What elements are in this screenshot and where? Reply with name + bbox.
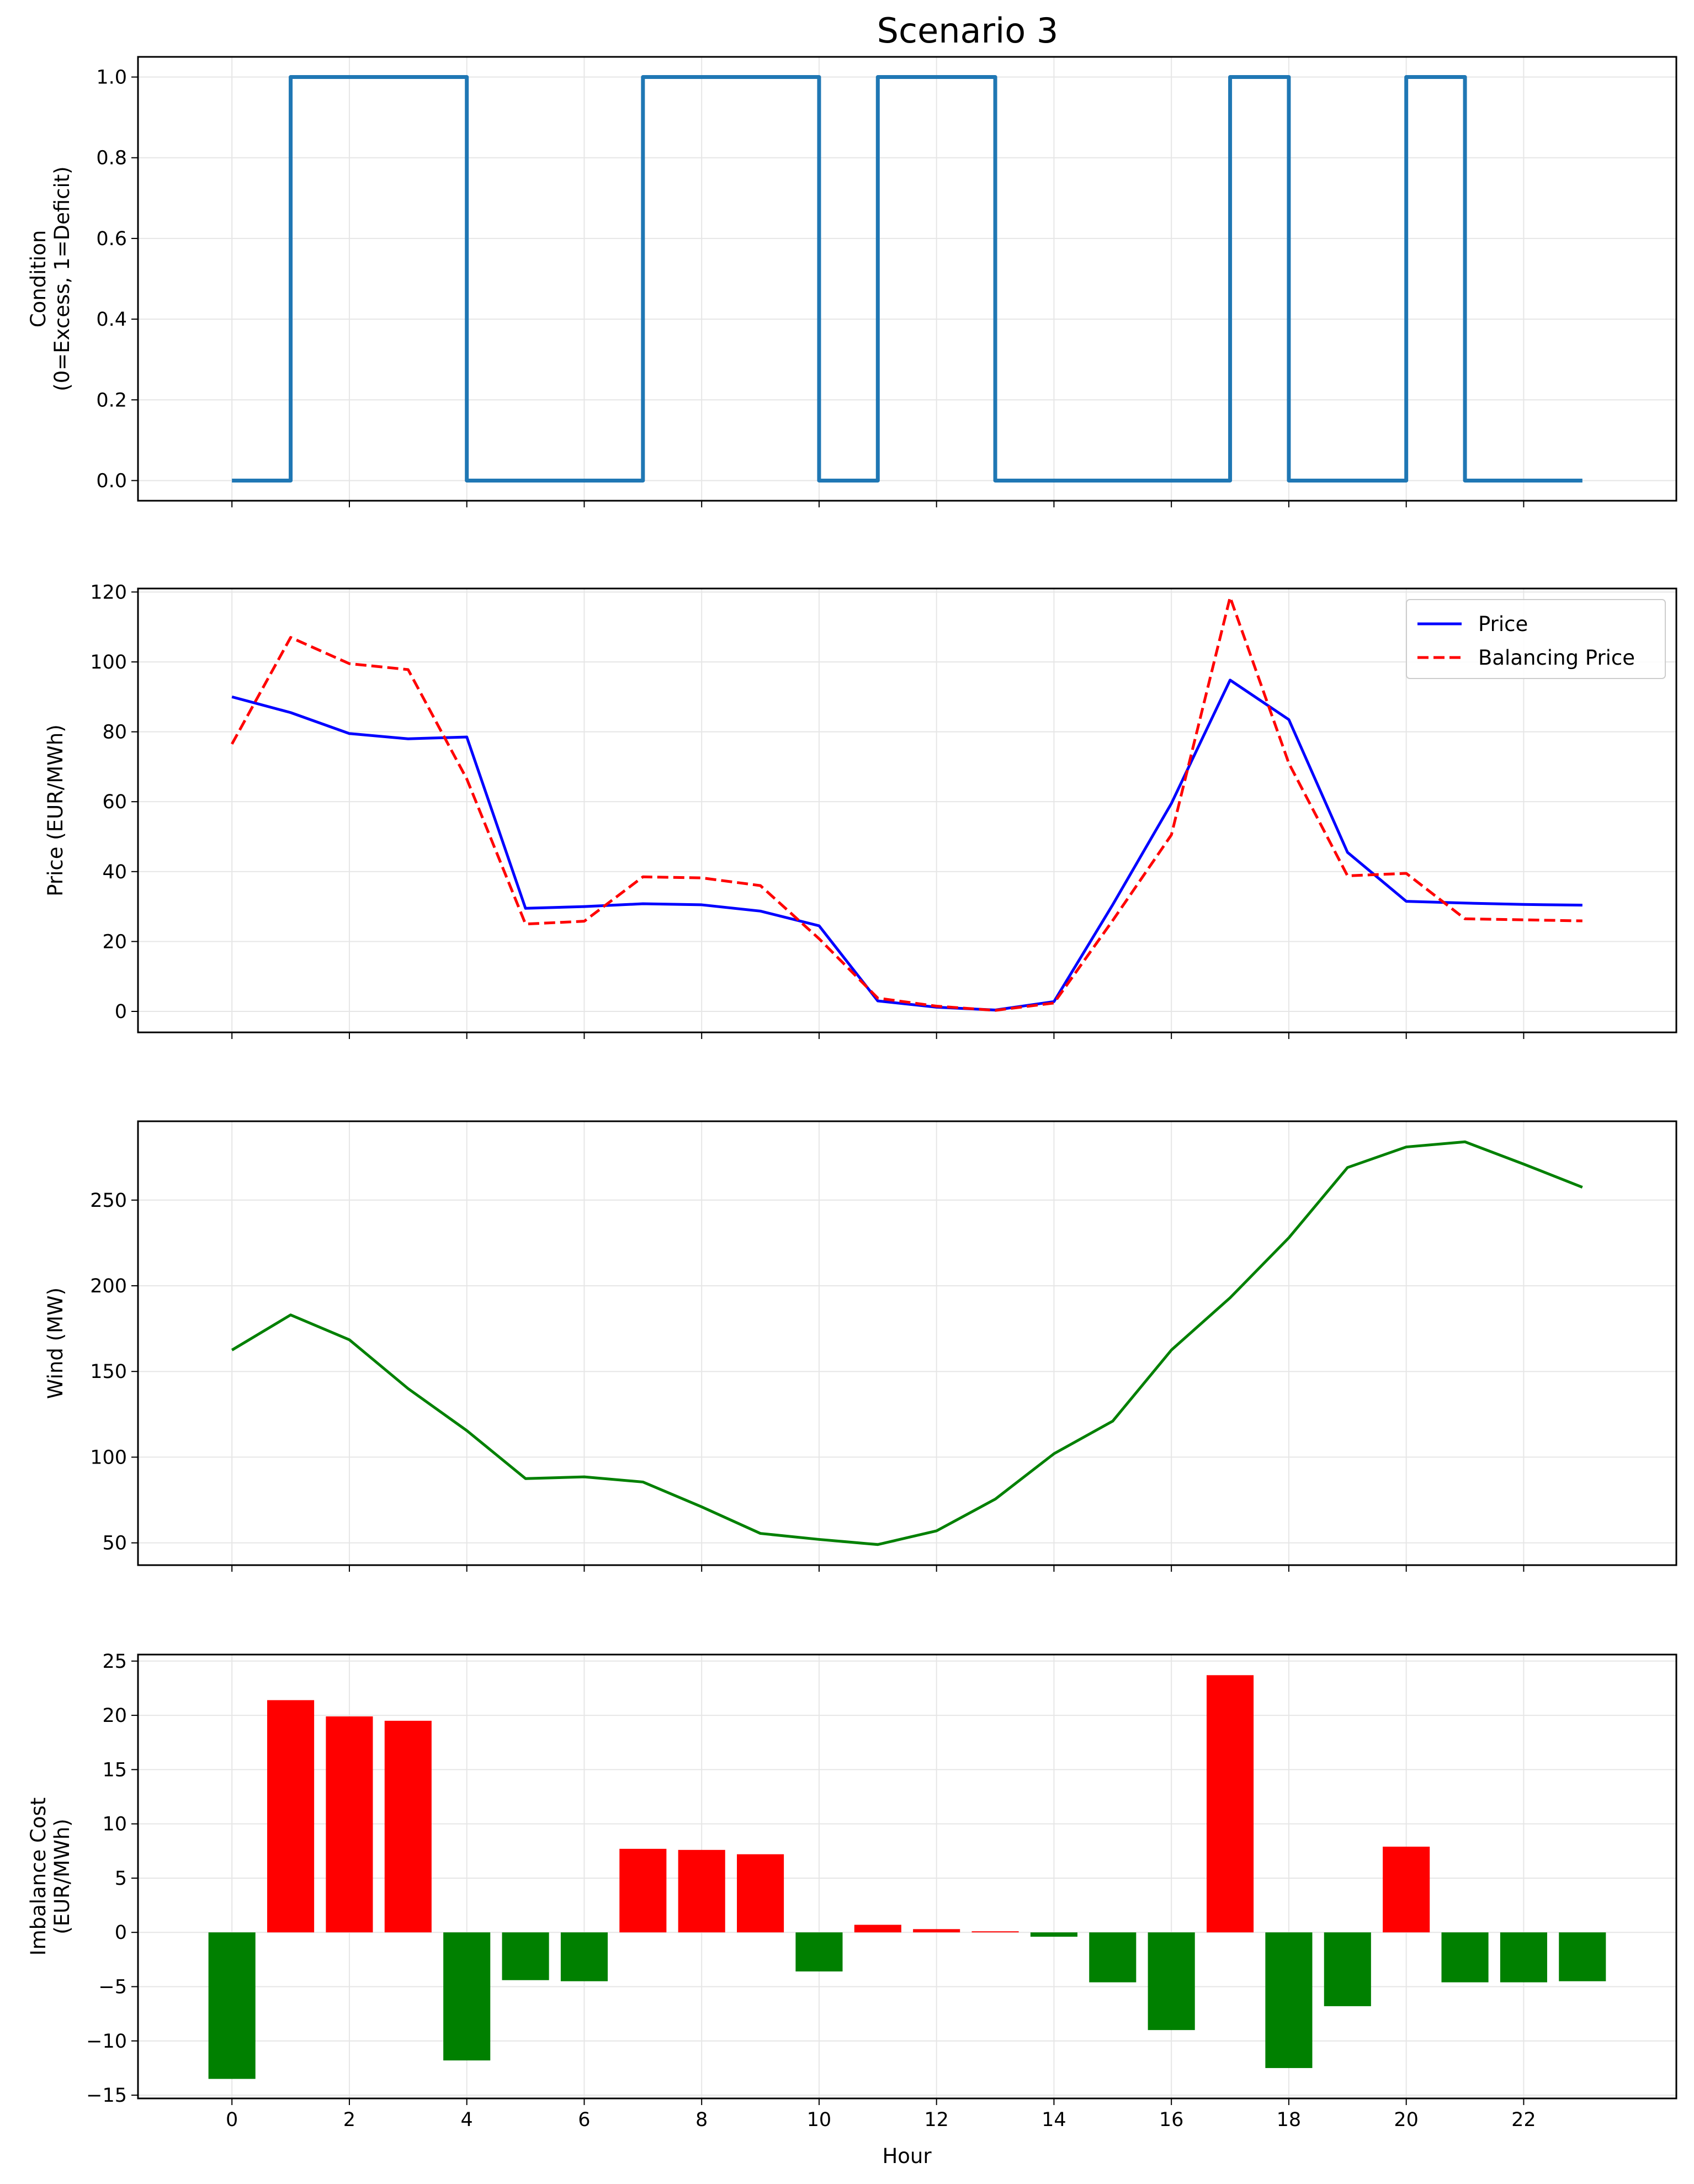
y-axis-label: Condition <box>26 230 50 328</box>
y-tick-label: 0.6 <box>96 228 127 250</box>
panels: 0.0 0.2 0.4 0.6 0.8 1.0 Condition (0=Excess, 1=… <box>26 56 1677 2131</box>
bar <box>326 1716 373 1933</box>
y-tick-label: 100 <box>90 1446 127 1469</box>
legend-label: Price <box>1478 612 1528 636</box>
x-tick-label: 20 <box>1394 2109 1419 2131</box>
x-tick-label: 18 <box>1277 2109 1302 2131</box>
y-tick-label: 200 <box>90 1275 127 1297</box>
axes-frame <box>137 56 1677 502</box>
bar <box>971 1931 1019 1933</box>
panel-1: 0.0 0.2 0.4 0.6 0.8 1.0 Condition (0=Excess, 1=… <box>26 56 1677 507</box>
bar <box>560 1932 608 1981</box>
legend-box <box>1406 599 1666 679</box>
y-tick-label: 0.8 <box>96 147 127 169</box>
axes-frame <box>137 1120 1677 1566</box>
y-tick-label: 10 <box>102 1814 127 1836</box>
bar <box>854 1925 901 1933</box>
series-line-1 <box>231 1140 1583 1546</box>
panel-2: 0 20 40 60 80 100 120 Price (EUR/MWh) Price Balan… <box>44 581 1677 1039</box>
y-axis-label: (EUR/MWh) <box>50 1819 74 1934</box>
bar <box>1500 1932 1547 1982</box>
y-axis-label: Imbalance Cost <box>26 1798 50 1956</box>
bar <box>1265 1932 1313 2068</box>
panel-4: −15 −10 −5 0 5 10 15 20 25 0 2 4 6 8 10 12 14 16 18 20 22 Imb… <box>26 1651 1677 2131</box>
bar <box>1030 1932 1077 1937</box>
y-tick-label: 50 <box>102 1533 127 1555</box>
series-line-1 <box>231 678 1583 1011</box>
y-tick-label: −5 <box>98 1976 127 1999</box>
x-axis-label: Hour <box>882 2144 932 2168</box>
bar <box>1559 1932 1606 1981</box>
bar <box>1148 1932 1195 2031</box>
bar <box>267 1700 315 1933</box>
bar <box>678 1849 725 1933</box>
x-tick-label: 2 <box>343 2109 355 2131</box>
axes-frame <box>137 1653 1677 2100</box>
x-tick-label: 4 <box>461 2109 473 2131</box>
y-tick-label: 25 <box>102 1651 127 1673</box>
x-tick-label: 16 <box>1159 2109 1184 2131</box>
y-tick-label: 120 <box>90 581 127 603</box>
bar <box>795 1932 843 1972</box>
bar <box>619 1848 667 1933</box>
figure-title: Scenario 3 <box>877 10 1059 51</box>
y-axis-label: Wind (MW) <box>44 1287 67 1399</box>
y-tick-label: 5 <box>115 1868 127 1890</box>
legend-label: Balancing Price <box>1478 646 1635 670</box>
x-tick-label: 8 <box>695 2109 708 2131</box>
y-tick-label: 0.0 <box>96 470 127 492</box>
y-axis-label: Price (EUR/MWh) <box>44 724 67 896</box>
bar <box>737 1854 784 1933</box>
bar <box>1383 1846 1430 1933</box>
y-tick-label: 0.2 <box>96 389 127 411</box>
bar <box>1089 1932 1137 1982</box>
bar <box>1207 1675 1254 1933</box>
bar <box>1441 1932 1489 1982</box>
x-tick-label: 10 <box>807 2109 832 2131</box>
series-line-2 <box>231 596 1583 1012</box>
y-tick-label: 80 <box>102 722 127 744</box>
y-tick-label: −15 <box>86 2085 127 2107</box>
y-tick-label: 0 <box>115 1001 127 1023</box>
y-axis-label: (0=Excess, 1=Deficit) <box>50 166 74 391</box>
y-tick-label: 0.4 <box>96 309 127 331</box>
bar <box>502 1932 549 1980</box>
y-tick-label: 20 <box>102 931 127 953</box>
bar <box>1324 1932 1371 2006</box>
bar <box>384 1720 432 1933</box>
legend: Price Balancing Price <box>1406 599 1666 679</box>
y-tick-label: 15 <box>102 1759 127 1781</box>
x-tick-label: 6 <box>578 2109 590 2131</box>
bar <box>913 1929 960 1933</box>
y-tick-label: −10 <box>86 2031 127 2053</box>
y-tick-label: 150 <box>90 1361 127 1383</box>
series-line-1 <box>232 75 1583 483</box>
bar <box>443 1932 491 2061</box>
x-tick-label: 22 <box>1511 2109 1536 2131</box>
y-tick-label: 0 <box>115 1922 127 1944</box>
y-tick-label: 100 <box>90 651 127 674</box>
panel-3: 50 100 150 200 250 Wind (MW) <box>44 1120 1677 1572</box>
x-tick-label: 12 <box>924 2109 949 2131</box>
y-tick-label: 1.0 <box>96 67 127 89</box>
axes-frame <box>137 587 1677 1033</box>
x-tick-label: 14 <box>1042 2109 1066 2131</box>
x-tick-label: 0 <box>226 2109 238 2131</box>
y-tick-label: 60 <box>102 791 127 813</box>
y-tick-label: 40 <box>102 861 127 883</box>
y-tick-label: 250 <box>90 1190 127 1212</box>
y-tick-label: 20 <box>102 1705 127 1727</box>
bar <box>208 1932 256 2079</box>
